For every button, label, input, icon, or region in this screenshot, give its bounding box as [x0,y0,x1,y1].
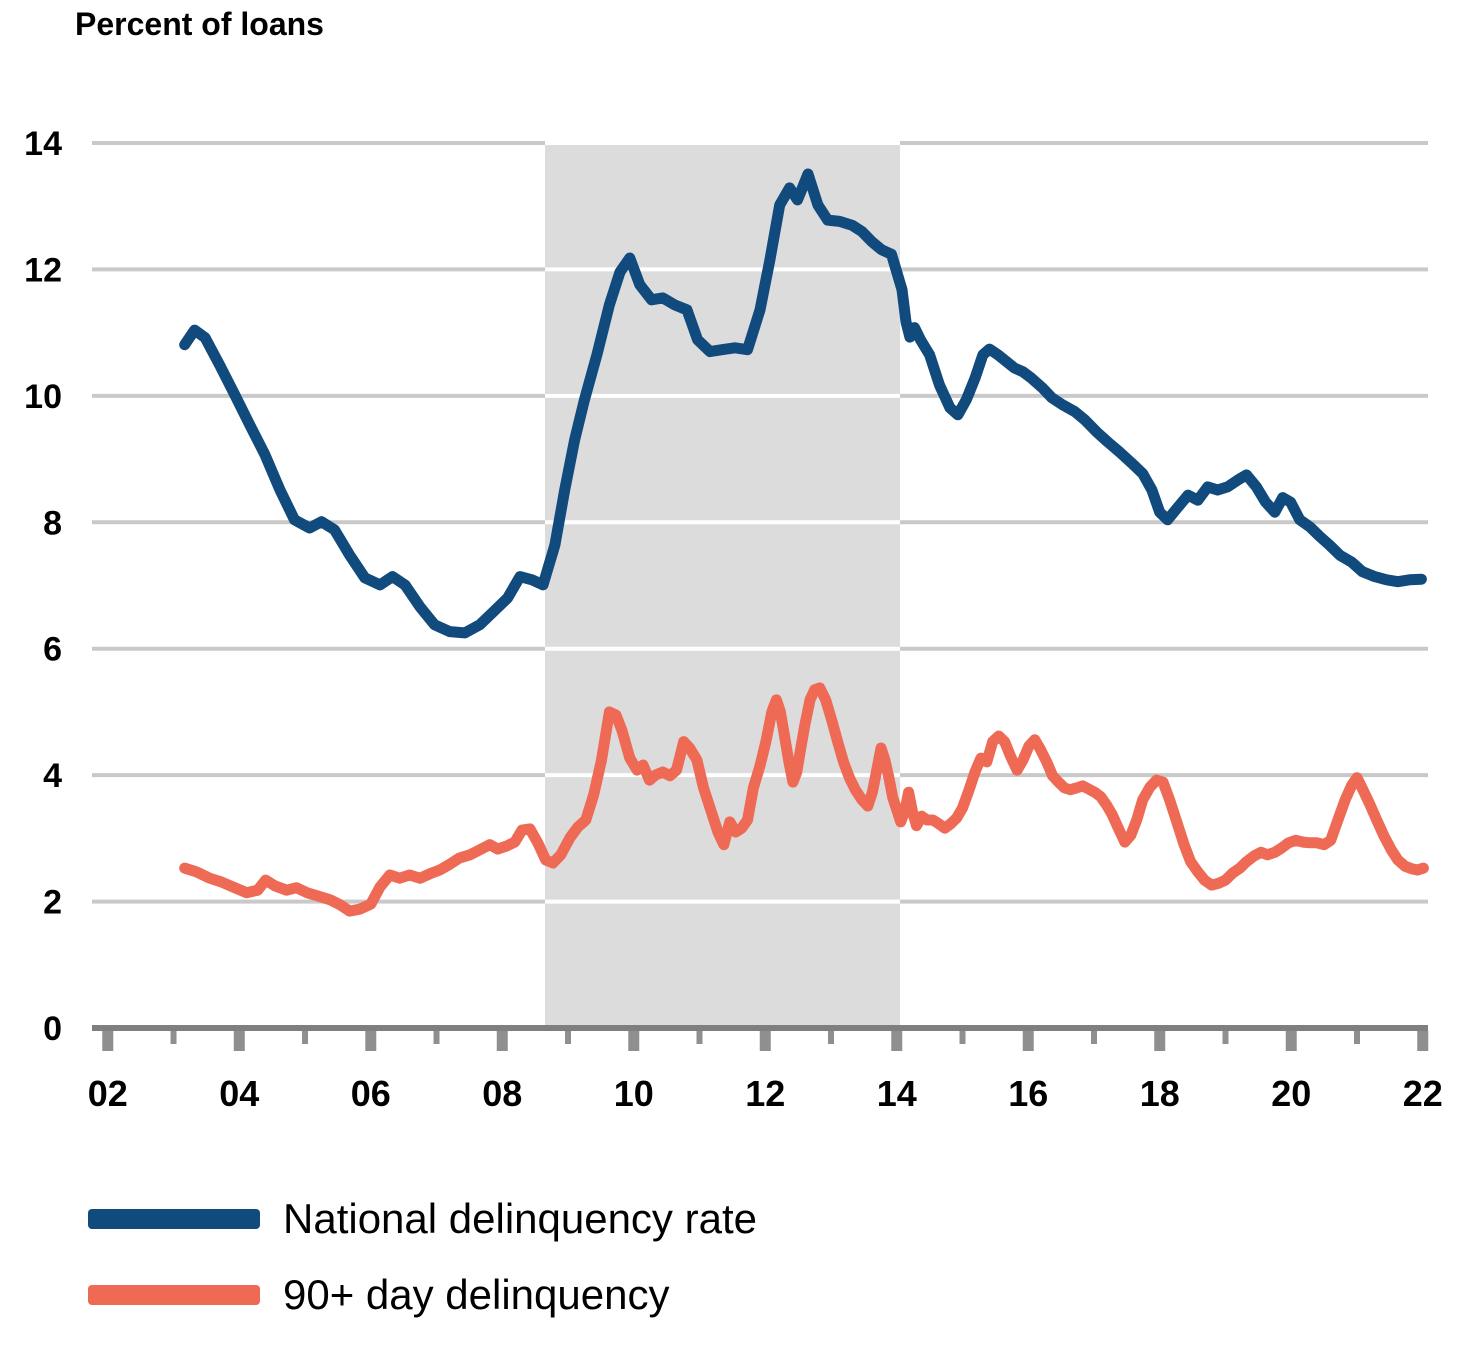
x-tick-label: 14 [877,1073,917,1114]
y-tick-label: 4 [43,757,62,795]
x-tick-label: 12 [745,1073,785,1114]
x-tick-label: 22 [1403,1073,1443,1114]
legend-item-national: National delinquency rate [88,1193,757,1245]
series-line-90day [179,682,1429,917]
y-tick-label: 6 [43,631,62,669]
y-tick-label: 0 [43,1010,62,1048]
y-tick-label: 2 [43,884,62,922]
y-tick-label: 8 [43,504,62,542]
y-tick-label: 10 [24,378,62,416]
y-tick-label: 14 [24,125,62,163]
x-tick-label: 10 [614,1073,654,1114]
x-tick-label: 04 [219,1073,259,1114]
legend-label-90day: 90+ day delinquency [283,1271,670,1318]
x-tick-label: 16 [1008,1073,1048,1114]
x-tick-label: 18 [1140,1073,1180,1114]
y-tick-label: 12 [24,251,62,289]
legend-item-90day: 90+ day delinquency [88,1269,669,1321]
legend-label-national: National delinquency rate [283,1195,757,1242]
legend-swatch-national [88,1209,260,1229]
x-tick-label: 08 [482,1073,522,1114]
legend-swatch-90day [88,1285,260,1305]
shaded-region [545,143,901,1028]
chart-title: Percent of loans [75,6,324,42]
series-line-national [179,168,1427,639]
x-tick-label: 20 [1271,1073,1311,1114]
x-tick-label: 02 [88,1073,128,1114]
x-tick-label: 06 [351,1073,391,1114]
